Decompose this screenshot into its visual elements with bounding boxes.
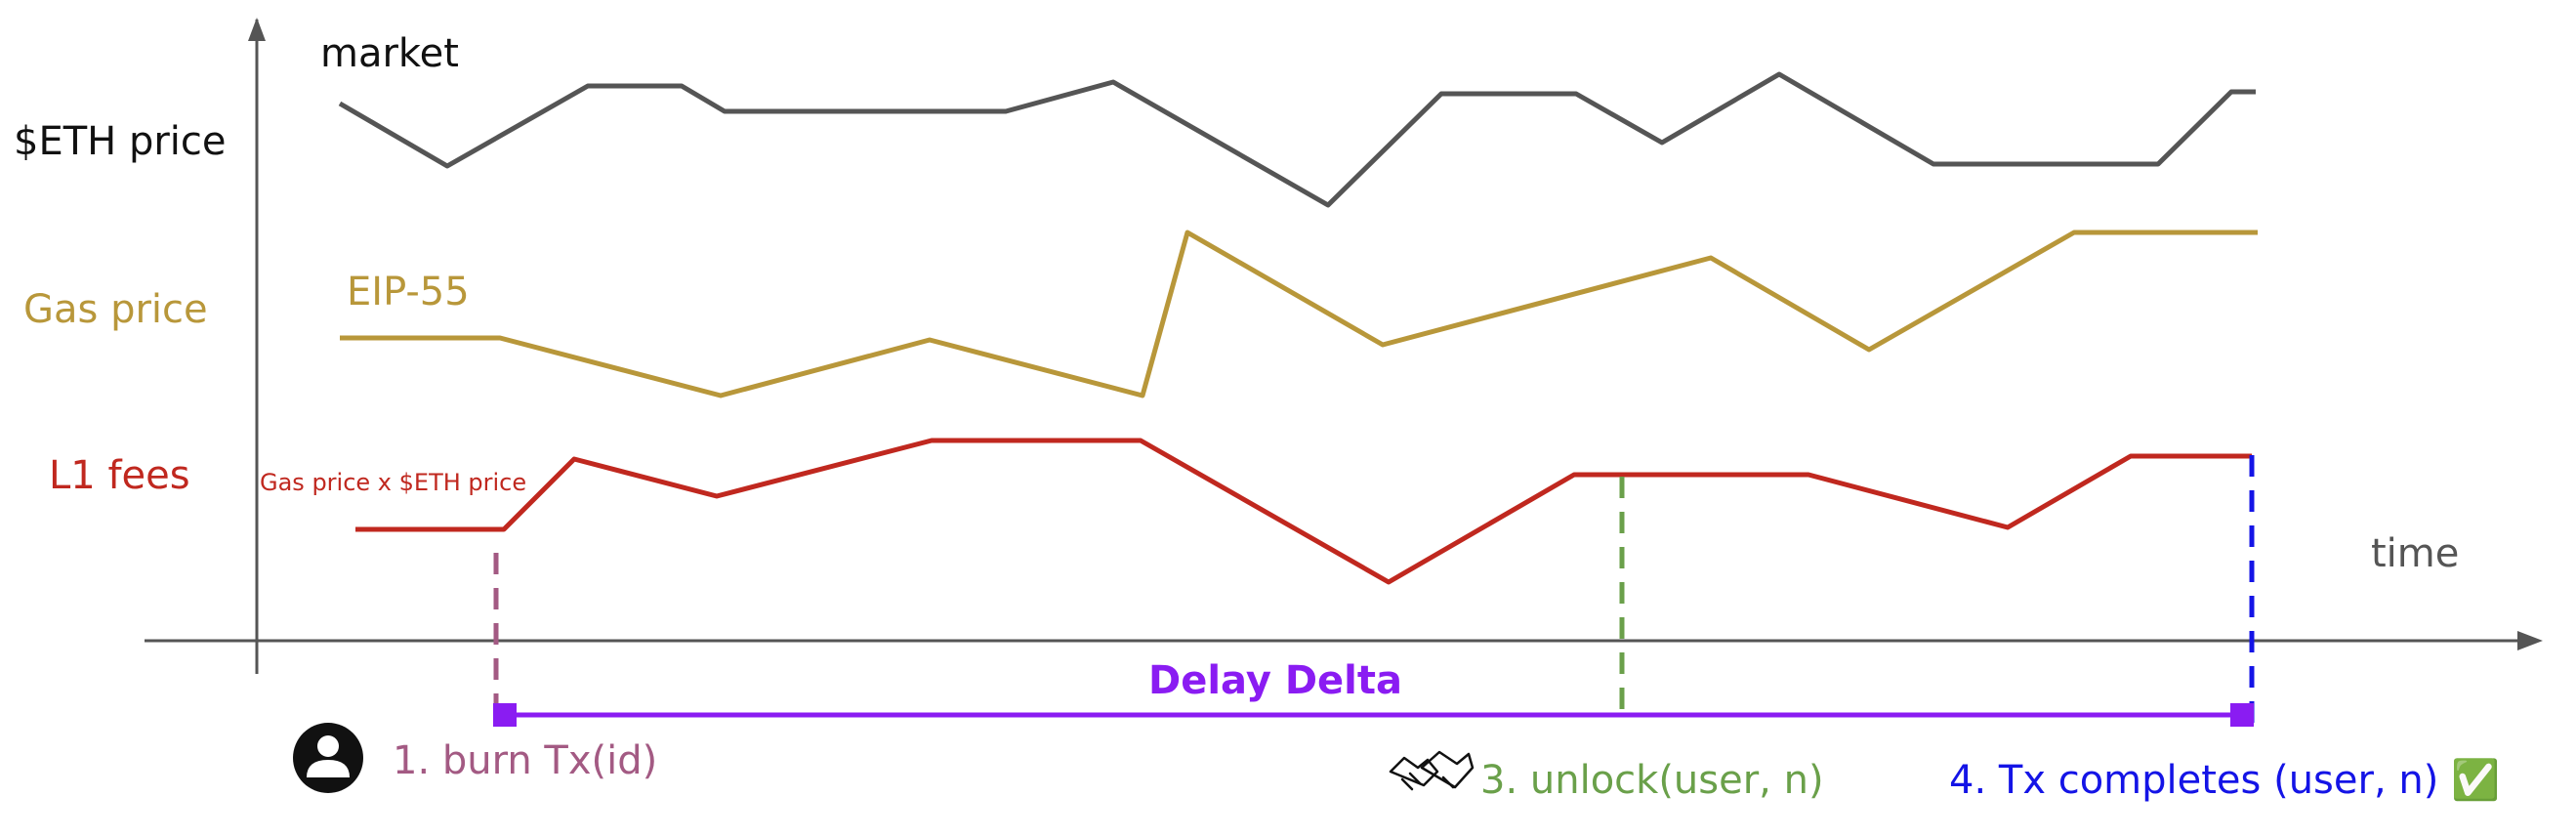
step-unlock: 3. unlock(user, n) <box>1389 750 1824 803</box>
burn-step-label: 1. burn Tx(id) <box>393 738 657 783</box>
gas-series-label: EIP-55 <box>347 270 470 314</box>
y-axis-arrowhead <box>248 18 266 41</box>
delay-start-handle <box>493 703 517 727</box>
x-axis-arrowhead <box>2517 631 2543 650</box>
step-burn: 1. burn Tx(id) <box>293 723 657 793</box>
axes: time <box>145 18 2543 674</box>
handshake-icon <box>1389 750 1475 791</box>
gas-row-label: Gas price <box>23 287 208 332</box>
market-series-label: market <box>320 31 459 76</box>
gas-price-line <box>340 230 2258 398</box>
step-complete: 4. Tx completes (user, n) ✅ <box>1949 757 2500 803</box>
delay-delta-label: Delay Delta <box>1148 658 1402 703</box>
delay-end-handle <box>2230 703 2254 727</box>
user-avatar-icon <box>293 723 363 793</box>
market-price-line <box>338 71 2256 208</box>
unlock-step-label: 3. unlock(user, n) <box>1480 758 1824 803</box>
l1-fees-line <box>355 438 2252 585</box>
market-row-label: $ETH price <box>14 119 227 164</box>
delay-delta-bar: Delay Delta <box>493 658 2254 727</box>
fees-row-label: L1 fees <box>49 453 190 498</box>
complete-step-label: 4. Tx completes (user, n) ✅ <box>1949 757 2500 803</box>
fees-series-label: Gas price x $ETH price <box>260 469 526 496</box>
x-axis-label: time <box>2371 531 2459 576</box>
